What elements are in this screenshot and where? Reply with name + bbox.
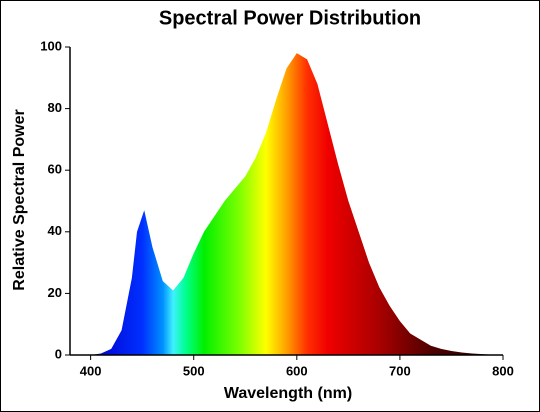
y-tick-label: 100 — [40, 38, 62, 53]
y-tick-label: 20 — [48, 285, 62, 300]
x-tick-label: 800 — [492, 363, 514, 378]
x-tick-label: 500 — [183, 363, 205, 378]
y-tick-label: 60 — [48, 162, 62, 177]
x-axis-label: Wavelength (nm) — [224, 385, 352, 402]
y-axis-label: Relative Spectral Power — [11, 109, 28, 290]
x-tick-label: 700 — [389, 363, 411, 378]
spectrum-area — [70, 53, 503, 355]
chart-title: Spectral Power Distribution — [159, 7, 421, 29]
y-tick-label: 80 — [48, 100, 62, 115]
x-tick-label: 600 — [286, 363, 308, 378]
x-tick-label: 400 — [80, 363, 102, 378]
y-tick-label: 0 — [55, 346, 62, 361]
y-tick-label: 40 — [48, 223, 62, 238]
